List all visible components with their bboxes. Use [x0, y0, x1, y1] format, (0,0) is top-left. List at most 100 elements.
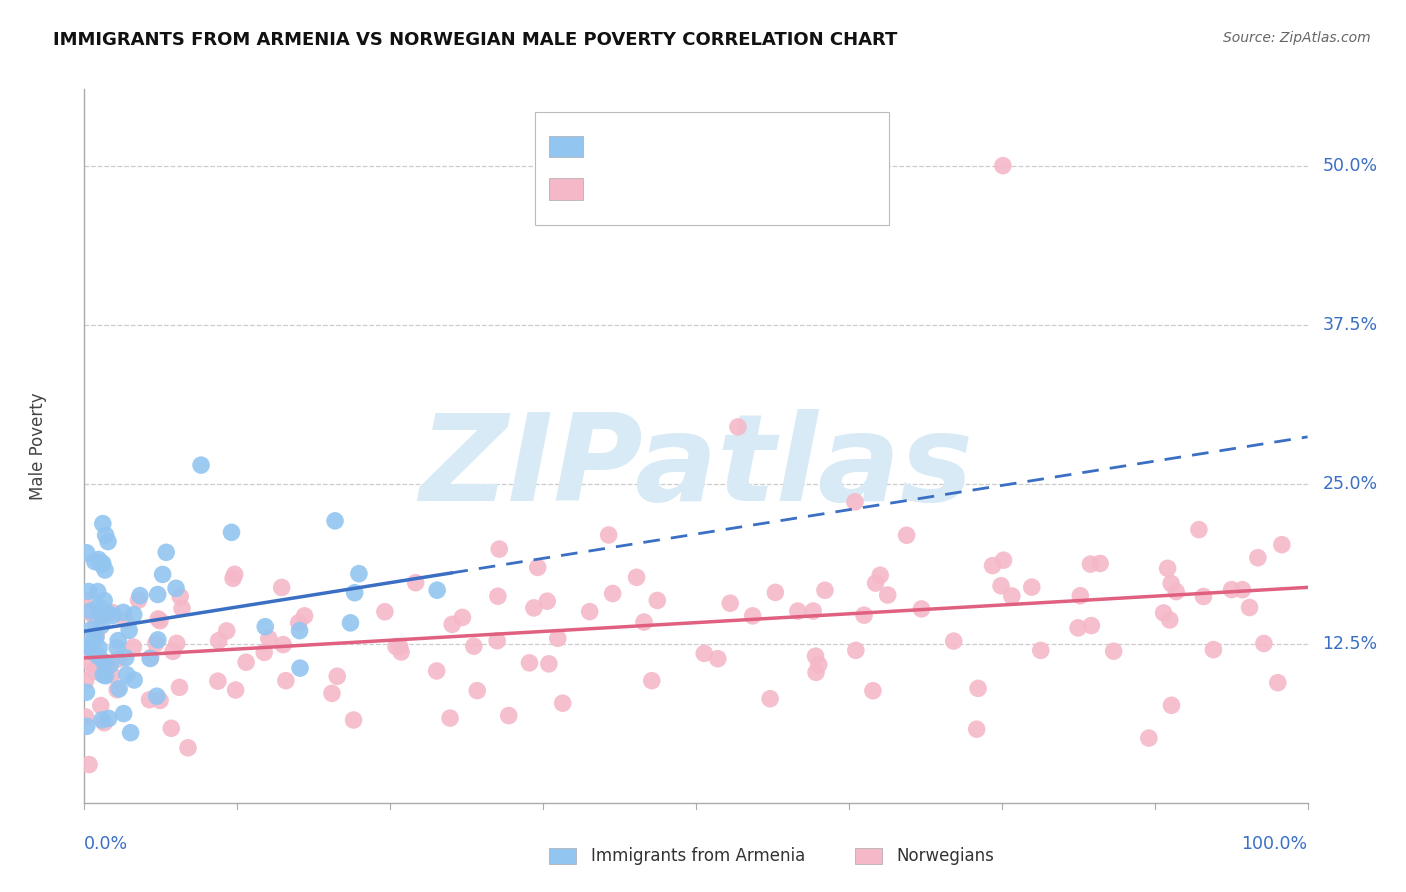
Point: [112, 706, 135, 721]
Point: [463, 639, 485, 653]
Point: [1239, 600, 1261, 615]
Point: [1156, 561, 1178, 575]
Point: [981, 558, 1004, 573]
Point: [519, 656, 541, 670]
Point: [804, 649, 827, 664]
Point: [80, 622, 103, 636]
Point: [389, 645, 412, 659]
Point: [80, 657, 103, 671]
Point: [465, 683, 488, 698]
Point: [76, 719, 98, 733]
Point: [155, 545, 177, 559]
Point: [145, 636, 167, 650]
Point: [270, 581, 292, 595]
Point: [804, 665, 827, 680]
Point: [129, 589, 152, 603]
Point: [990, 579, 1012, 593]
Point: [207, 674, 229, 689]
Point: [1220, 582, 1243, 597]
Point: [84, 631, 107, 645]
Point: [1160, 576, 1182, 591]
Point: [84, 618, 107, 632]
Point: [339, 615, 361, 630]
Point: [115, 667, 138, 681]
Point: [1160, 698, 1182, 713]
Text: 37.5%: 37.5%: [1322, 316, 1378, 334]
Point: [169, 681, 191, 695]
Point: [97, 711, 120, 725]
Point: [114, 650, 136, 665]
Point: [91, 557, 114, 571]
Point: [1001, 589, 1024, 603]
Point: [87, 653, 110, 667]
Point: [90, 607, 112, 622]
Point: [991, 159, 1014, 173]
Point: [128, 593, 150, 607]
Point: [94, 563, 117, 577]
Point: [89, 612, 111, 626]
Point: [80, 642, 103, 657]
Text: R = 0.183: R = 0.183: [602, 179, 700, 199]
Point: [910, 602, 932, 616]
Point: [122, 640, 145, 654]
Point: [79, 604, 101, 618]
Point: [77, 757, 100, 772]
Point: [177, 740, 200, 755]
Point: [1137, 731, 1160, 745]
Text: ZIPatlas: ZIPatlas: [419, 409, 973, 526]
Point: [1153, 606, 1175, 620]
Point: [112, 606, 135, 620]
Point: [342, 713, 364, 727]
Point: [75, 639, 97, 653]
Point: [215, 624, 238, 638]
Point: [94, 528, 117, 542]
Point: [633, 615, 655, 629]
Point: [1029, 643, 1052, 657]
Text: R = 0.107: R = 0.107: [602, 136, 700, 156]
Point: [79, 637, 101, 651]
Point: [107, 633, 129, 648]
Point: [93, 655, 115, 669]
Point: [91, 516, 114, 531]
Point: [97, 534, 120, 549]
Point: [1247, 550, 1270, 565]
FancyBboxPatch shape: [855, 848, 882, 864]
Point: [90, 698, 112, 713]
FancyBboxPatch shape: [534, 112, 889, 225]
Point: [86, 584, 108, 599]
Point: [551, 696, 574, 710]
Point: [75, 593, 97, 607]
Text: Male Poverty: Male Poverty: [30, 392, 46, 500]
Point: [441, 617, 464, 632]
Point: [105, 640, 128, 655]
Point: [146, 587, 169, 601]
Point: [967, 681, 990, 696]
Point: [1202, 642, 1225, 657]
Point: [1102, 644, 1125, 658]
Point: [896, 528, 918, 542]
Point: [523, 600, 546, 615]
Point: [451, 610, 474, 624]
Point: [83, 555, 105, 569]
Point: [1080, 557, 1102, 571]
Point: [374, 605, 396, 619]
Point: [865, 576, 887, 591]
Point: [426, 583, 449, 598]
Point: [602, 586, 624, 600]
Point: [1159, 613, 1181, 627]
Text: Immigrants from Armenia: Immigrants from Armenia: [591, 847, 806, 865]
Point: [149, 614, 172, 628]
Point: [966, 722, 988, 736]
Point: [146, 632, 169, 647]
Point: [547, 632, 569, 646]
Point: [94, 669, 117, 683]
Point: [294, 608, 316, 623]
Point: [93, 593, 115, 607]
Point: [221, 525, 243, 540]
Point: [741, 608, 763, 623]
Point: [845, 643, 868, 657]
Point: [853, 608, 876, 623]
Point: [87, 649, 110, 664]
Point: [146, 612, 169, 626]
Point: [288, 661, 311, 675]
